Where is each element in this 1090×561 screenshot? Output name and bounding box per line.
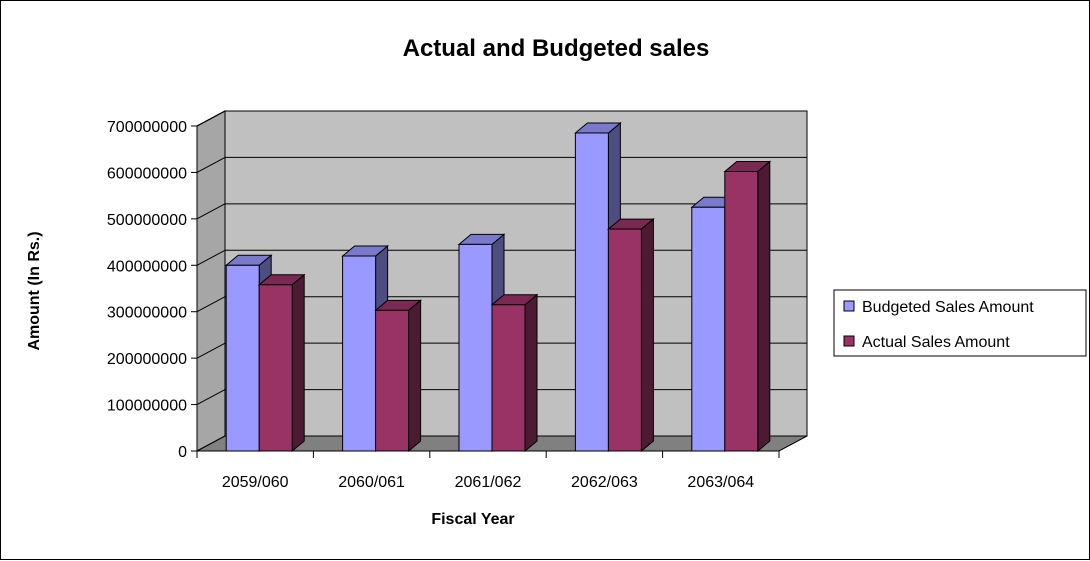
bar-actual — [607, 218, 655, 453]
y-tick-label: 100000000 — [107, 398, 187, 415]
y-tick-label: 300000000 — [107, 305, 187, 322]
x-tick-labels: 2059/060 2060/061 2061/062 2062/063 2063/064 — [222, 474, 754, 491]
legend-swatch-actual — [843, 335, 855, 347]
x-tick-label: 2059/060 — [222, 474, 289, 491]
bar-budgeted — [457, 233, 506, 453]
gridline-side — [196, 342, 226, 359]
legend-swatch-budgeted — [843, 300, 855, 312]
gridline-side — [196, 249, 226, 266]
x-axis-title: Fiscal Year — [431, 511, 514, 528]
y-tick-label: 600000000 — [107, 165, 187, 182]
legend-label-budgeted: Budgeted Sales Amount — [862, 299, 1034, 316]
bar-actual — [723, 160, 772, 453]
gridline-side — [196, 203, 226, 220]
legend-box — [833, 289, 1087, 357]
y-tick-label: 500000000 — [107, 212, 187, 229]
chart-title: Actual and Budgeted sales — [403, 35, 710, 62]
y-axis-title: Amount (In Rs.) — [26, 231, 43, 350]
legend-label-actual: Actual Sales Amount — [862, 334, 1010, 351]
legend: Budgeted Sales Amount Actual Sales Amoun… — [833, 289, 1087, 357]
y-tick-label: 200000000 — [107, 351, 187, 368]
gridline-side — [196, 389, 226, 406]
gridline-side — [196, 296, 226, 313]
bar-actual — [490, 293, 539, 453]
side-wall — [196, 110, 226, 452]
x-tick-label: 2062/063 — [571, 474, 638, 491]
x-tick-label: 2063/064 — [687, 474, 754, 491]
y-tick-label: 700000000 — [107, 119, 187, 136]
gridline-side — [196, 156, 226, 173]
bar-actual — [257, 273, 306, 453]
gridline-side — [196, 110, 226, 127]
x-tick-label: 2061/062 — [455, 474, 522, 491]
bars-layer — [224, 121, 772, 453]
bar-actual — [374, 299, 422, 453]
y-tick-label: 0 — [178, 444, 187, 461]
x-tick-label: 2060/061 — [338, 474, 405, 491]
y-tick-label: 400000000 — [107, 258, 187, 275]
y-tick-labels: 0 100000000 200000000 300000000 400000000 500… — [107, 119, 187, 461]
